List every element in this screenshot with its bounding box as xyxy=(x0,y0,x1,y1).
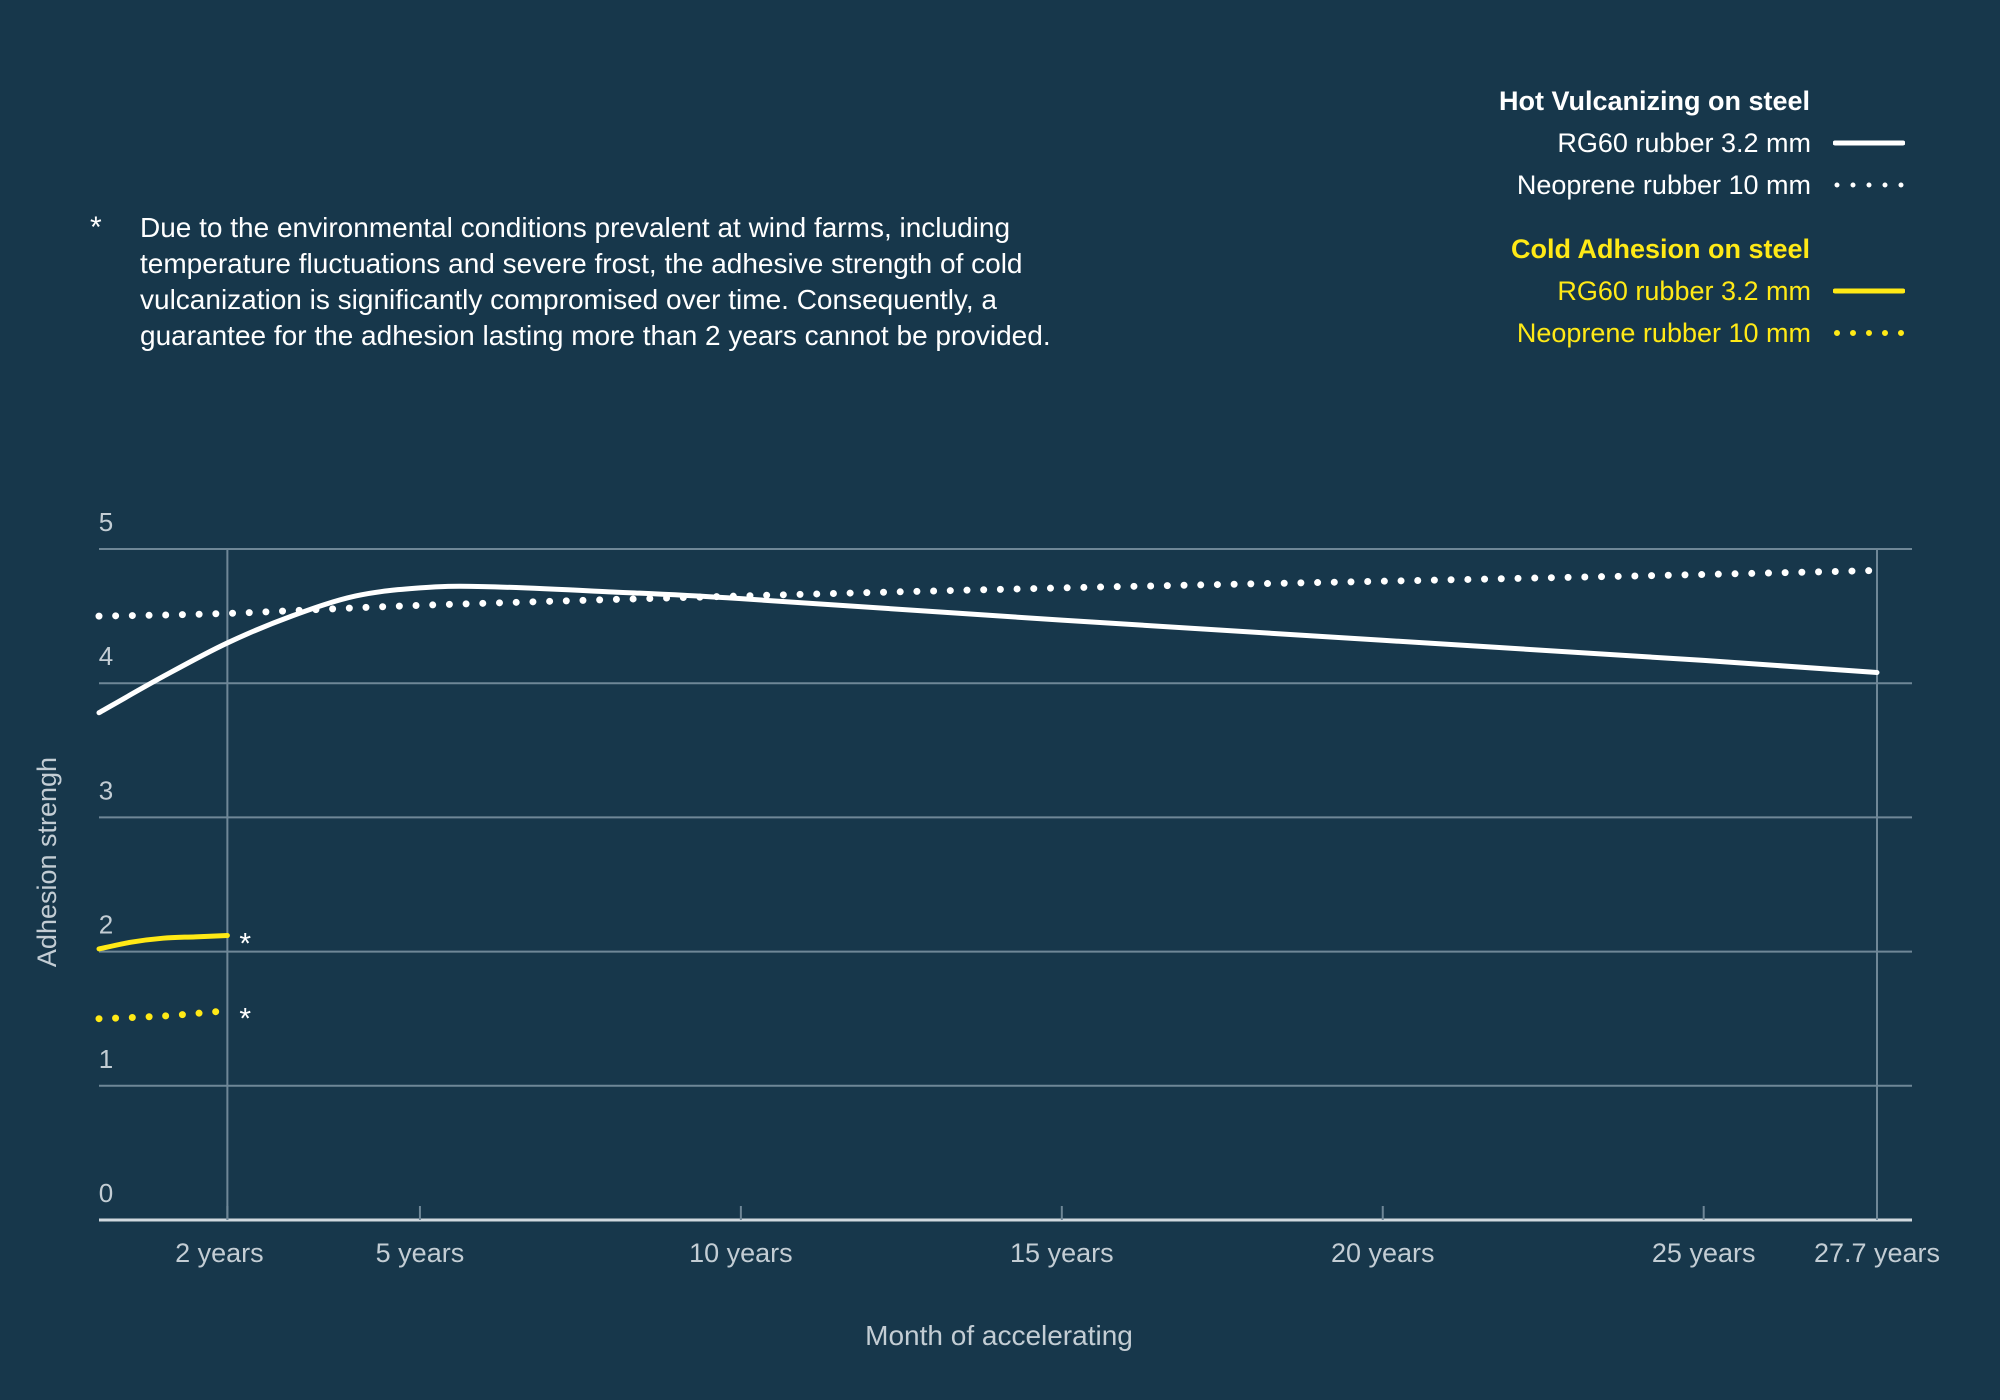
x-tick-label: 5 years xyxy=(376,1238,465,1268)
legend-item-label: RG60 rubber 3.2 mm xyxy=(1557,128,1811,158)
legend-group-title: Hot Vulcanizing on steel xyxy=(1498,86,1810,116)
series-line-dotted xyxy=(95,1007,231,1023)
x-tick-label: 15 years xyxy=(1010,1238,1114,1268)
legend: Hot Vulcanizing on steel RG60 rubber 3.2… xyxy=(1285,80,1905,376)
legend-item-label: RG60 rubber 3.2 mm xyxy=(1557,276,1811,306)
y-tick-label: 5 xyxy=(99,507,113,537)
y-tick-label: 4 xyxy=(99,641,113,671)
series-line-dotted xyxy=(95,566,1881,620)
y-tick-label: 1 xyxy=(99,1044,113,1074)
x-tick-label: 10 years xyxy=(689,1238,793,1268)
x-tick-label: 25 years xyxy=(1652,1238,1756,1268)
legend-item: Neoprene rubber 10 mm xyxy=(1285,312,1905,354)
legend-item: Neoprene rubber 10 mm xyxy=(1285,164,1905,206)
y-axis-title: Adhesion strengh xyxy=(32,757,62,967)
series-end-asterisk: * xyxy=(239,1003,251,1036)
series-line-solid xyxy=(96,932,230,952)
footnote: * Due to the environmental conditions pr… xyxy=(90,210,1070,354)
dotted-line-swatch-icon xyxy=(1834,182,1905,188)
legend-group-cold: Cold Adhesion on steel RG60 rubber 3.2 m… xyxy=(1285,228,1905,354)
legend-item: RG60 rubber 3.2 mm xyxy=(1285,270,1905,312)
legend-item-label: Neoprene rubber 10 mm xyxy=(1516,318,1811,348)
solid-line-swatch-icon xyxy=(1833,140,1905,146)
x-tick-label: 27.7 years xyxy=(1814,1238,1940,1268)
footnote-marker: * xyxy=(90,211,102,244)
x-tick-label: 20 years xyxy=(1331,1238,1435,1268)
y-tick-label: 3 xyxy=(99,775,113,805)
solid-line-swatch-icon xyxy=(1833,288,1905,294)
footnote-text: Due to the environmental conditions prev… xyxy=(140,212,1051,351)
legend-item: RG60 rubber 3.2 mm xyxy=(1285,122,1905,164)
legend-item-label: Neoprene rubber 10 mm xyxy=(1516,170,1811,200)
y-tick-label: 2 xyxy=(99,910,113,940)
dotted-line-swatch-icon xyxy=(1834,330,1905,336)
series-end-asterisk: * xyxy=(239,927,251,960)
legend-group-hot: Hot Vulcanizing on steel RG60 rubber 3.2… xyxy=(1285,80,1905,206)
x-tick-label: 2 years xyxy=(175,1238,264,1268)
series-line-solid xyxy=(96,583,1880,716)
y-tick-label: 0 xyxy=(99,1178,113,1208)
x-axis-title: Month of accelerating xyxy=(865,1320,1133,1351)
legend-group-title: Cold Adhesion on steel xyxy=(1510,234,1810,264)
